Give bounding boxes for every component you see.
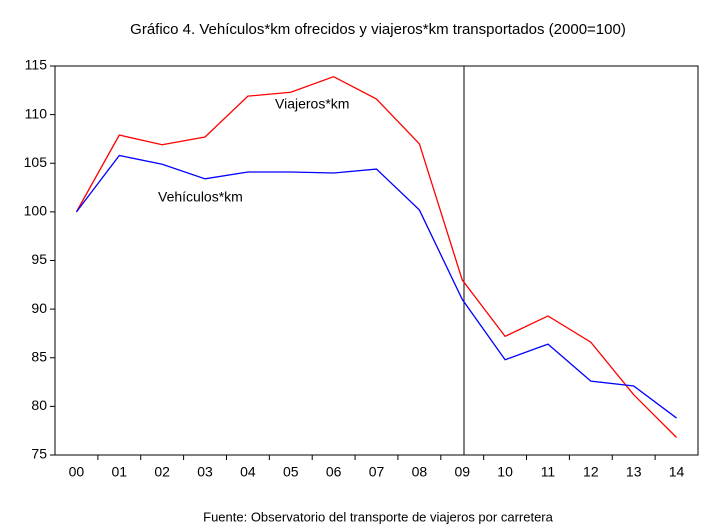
x-tick-label: 09 [454,464,470,480]
x-tick-label: 13 [626,464,642,480]
x-tick-label: 14 [669,464,685,480]
x-tick-label: 12 [583,464,599,480]
y-tick-label: 75 [31,446,47,462]
y-tick-label: 85 [31,348,47,364]
y-tick-label: 90 [31,300,47,316]
series-line [75,154,677,419]
x-tick-label: 04 [240,464,256,480]
x-tick-label: 10 [497,464,513,480]
x-tick-label: 06 [326,464,342,480]
series-label: Vehículos*km [158,189,243,205]
source-note: Fuente: Observatorio del transporte de v… [203,509,554,524]
x-tick-label: 08 [412,464,428,480]
y-tick-label: 105 [24,154,48,170]
x-tick-label: 03 [197,464,213,480]
x-tick-label: 05 [283,464,299,480]
y-tick-label: 80 [31,397,47,413]
x-tick-label: 00 [69,464,85,480]
y-tick-label: 115 [25,57,48,73]
x-tick-label: 07 [369,464,385,480]
x-tick-label: 11 [541,464,556,480]
plot-frame [54,65,699,456]
chart-title: Gráfico 4. Vehículos*km ofrecidos y viaj… [130,21,626,38]
y-tick-label: 100 [24,203,48,219]
x-tick-label: 01 [112,464,128,480]
y-tick-label: 95 [31,251,47,267]
series-label: Viajeros*km [275,96,349,112]
x-tick-label: 02 [154,464,170,480]
series-line [75,75,678,438]
y-tick-label: 110 [25,105,48,121]
